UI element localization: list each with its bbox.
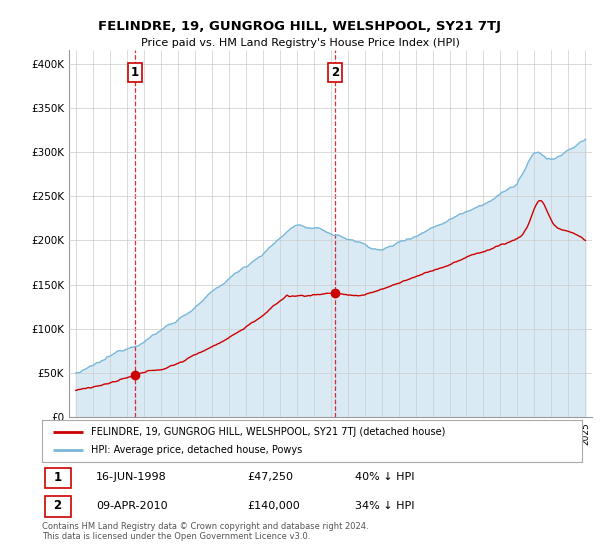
- Text: 16-JUN-1998: 16-JUN-1998: [96, 473, 167, 482]
- Text: 2: 2: [53, 500, 62, 512]
- Text: Price paid vs. HM Land Registry's House Price Index (HPI): Price paid vs. HM Land Registry's House …: [140, 38, 460, 48]
- Text: 1: 1: [131, 66, 139, 79]
- FancyBboxPatch shape: [45, 468, 71, 488]
- Text: 34% ↓ HPI: 34% ↓ HPI: [355, 501, 415, 511]
- Text: £140,000: £140,000: [247, 501, 300, 511]
- Text: £47,250: £47,250: [247, 473, 293, 482]
- Text: HPI: Average price, detached house, Powys: HPI: Average price, detached house, Powy…: [91, 445, 302, 455]
- Text: 09-APR-2010: 09-APR-2010: [96, 501, 167, 511]
- Text: FELINDRE, 19, GUNGROG HILL, WELSHPOOL, SY21 7TJ: FELINDRE, 19, GUNGROG HILL, WELSHPOOL, S…: [98, 20, 502, 32]
- FancyBboxPatch shape: [45, 496, 71, 517]
- Text: 2: 2: [331, 66, 339, 79]
- Text: FELINDRE, 19, GUNGROG HILL, WELSHPOOL, SY21 7TJ (detached house): FELINDRE, 19, GUNGROG HILL, WELSHPOOL, S…: [91, 427, 445, 437]
- Text: 1: 1: [53, 471, 62, 484]
- Text: Contains HM Land Registry data © Crown copyright and database right 2024.
This d: Contains HM Land Registry data © Crown c…: [42, 522, 368, 542]
- Text: 40% ↓ HPI: 40% ↓ HPI: [355, 473, 415, 482]
